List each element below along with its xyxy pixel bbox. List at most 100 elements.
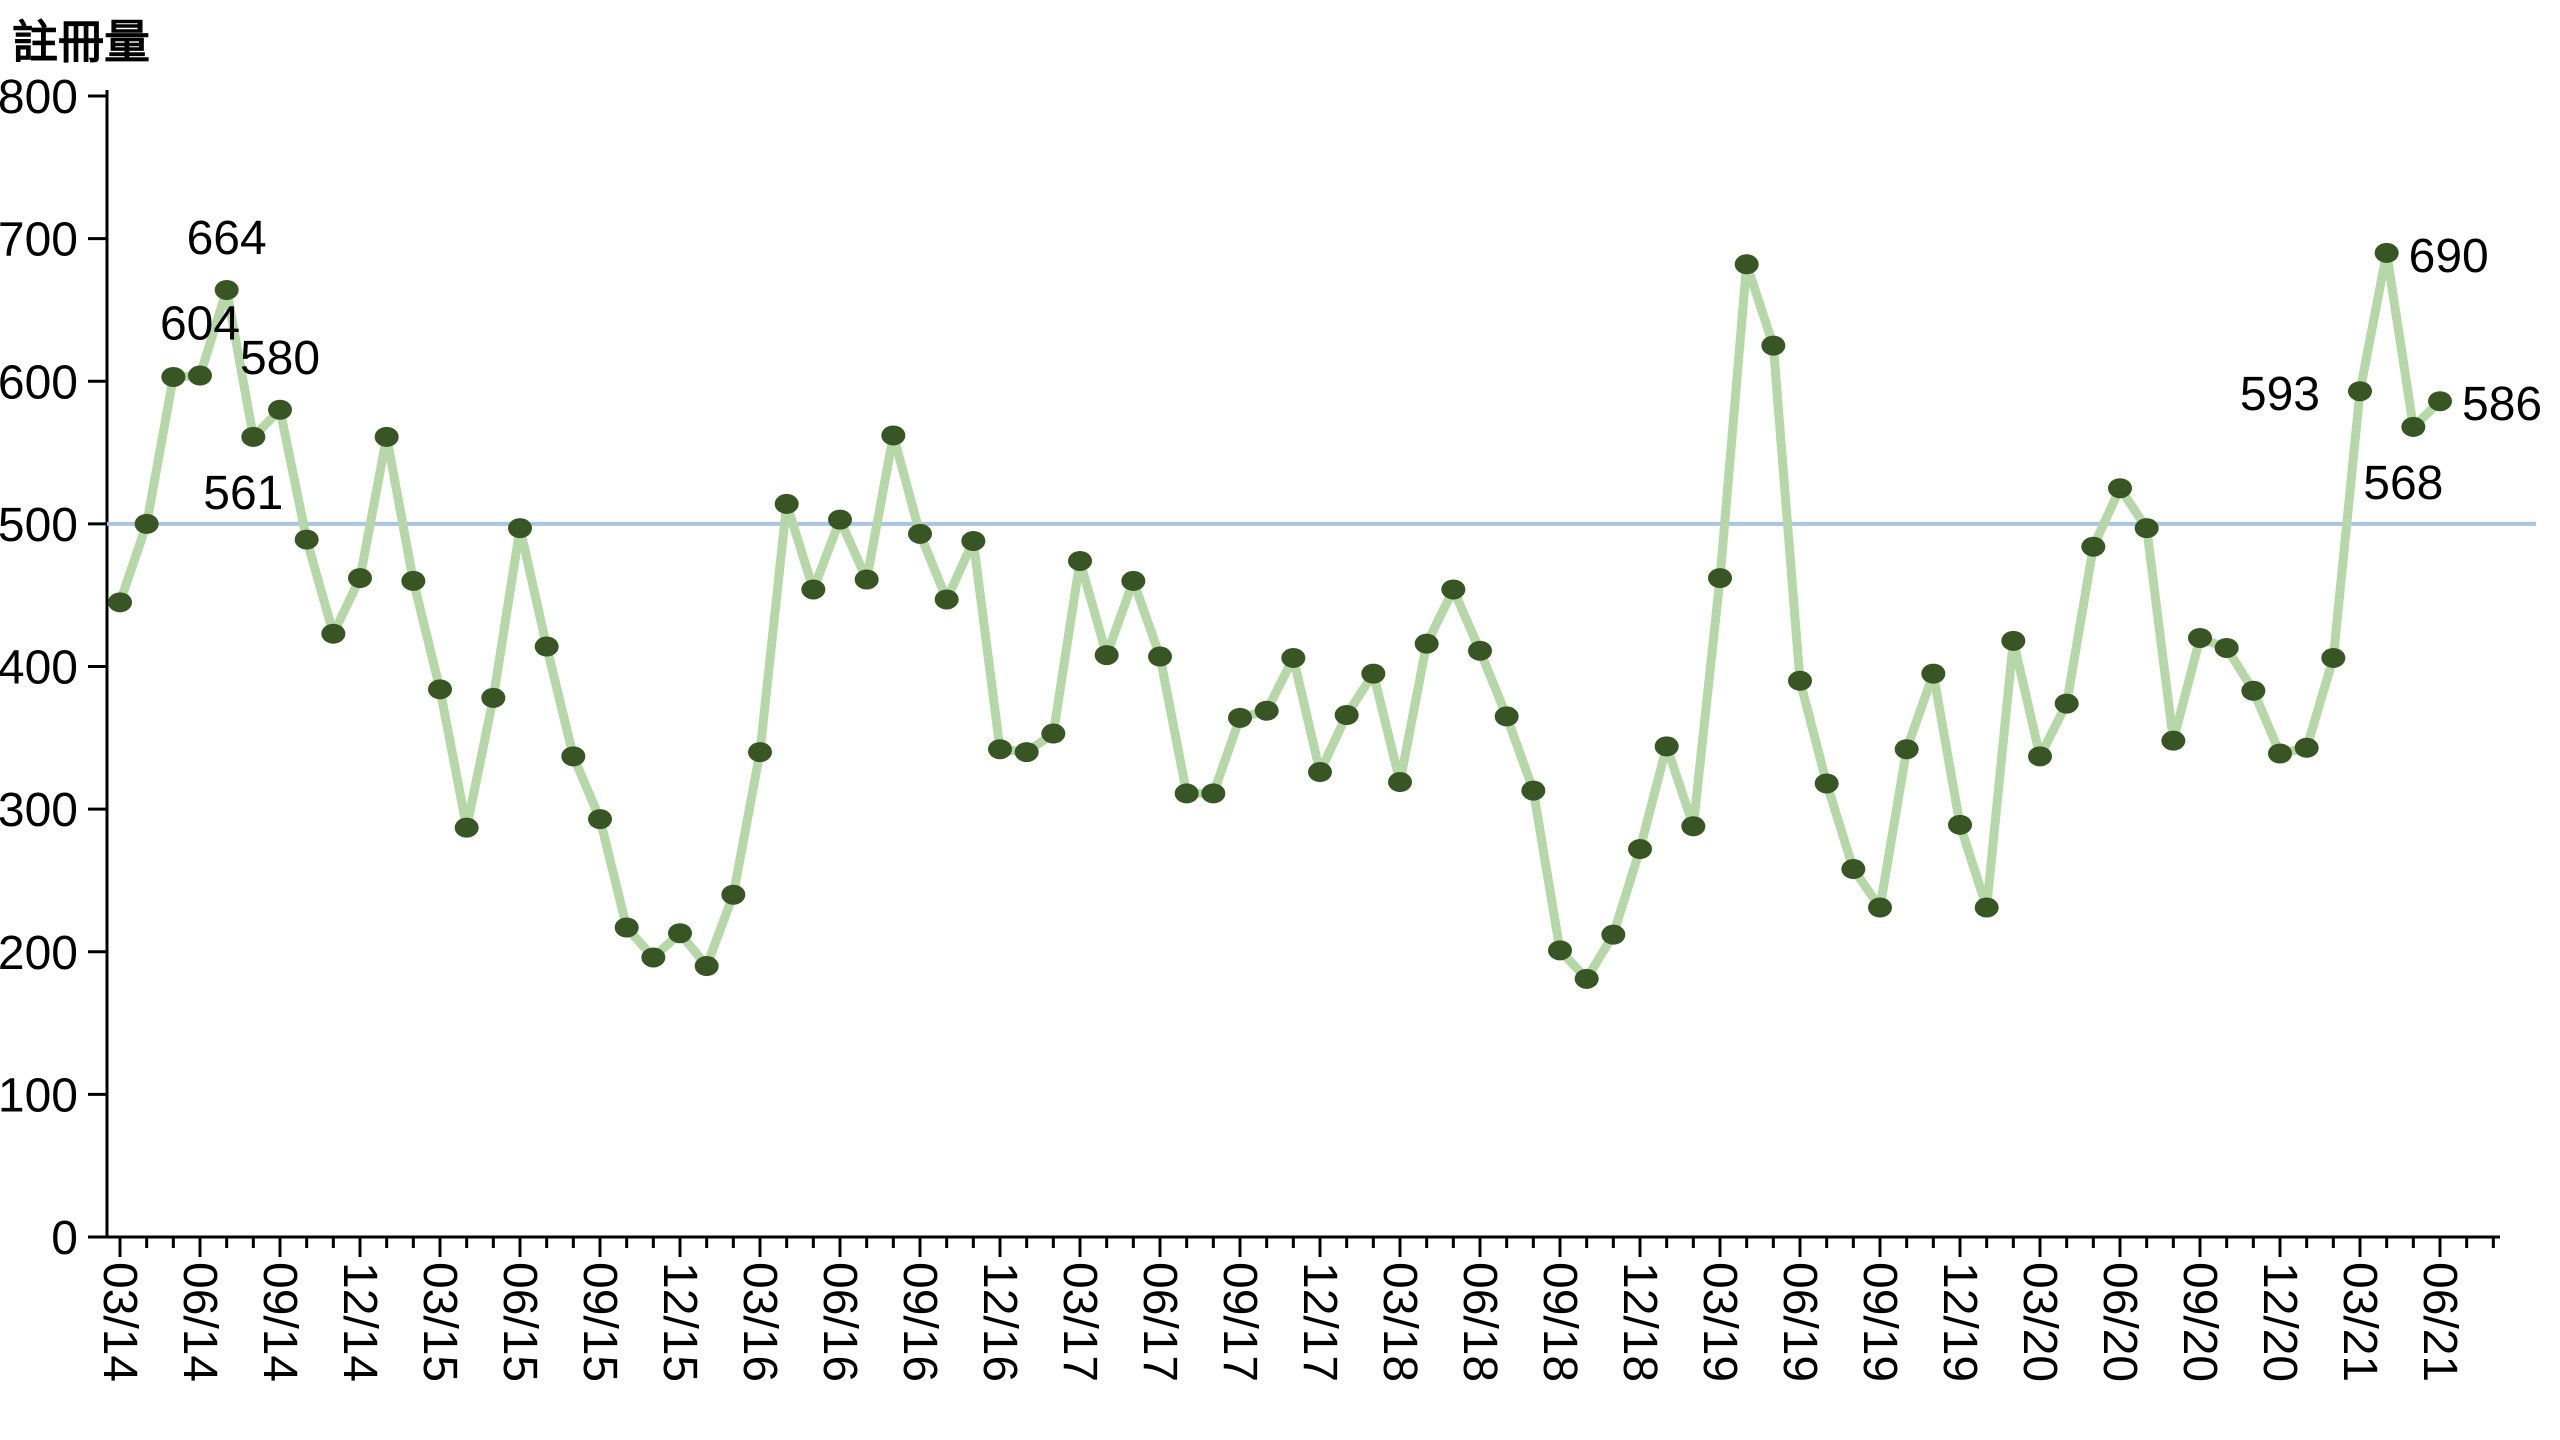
x-tick-label: 03/15 [413, 1262, 466, 1382]
data-point [988, 739, 1013, 760]
data-point [721, 884, 746, 905]
chart-title: 註冊量 [12, 16, 150, 68]
x-tick-label: 06/19 [1773, 1262, 1826, 1382]
y-tick-label: 800 [0, 71, 78, 124]
data-point [1681, 816, 1706, 837]
data-point [374, 426, 399, 447]
data-point [108, 592, 132, 613]
data-point [561, 746, 586, 767]
x-tick-label: 09/16 [893, 1262, 946, 1382]
data-point [908, 523, 933, 544]
x-tick-label: 12/18 [1613, 1262, 1666, 1382]
data-point [2028, 746, 2053, 767]
x-tick-label: 03/17 [1053, 1262, 1106, 1382]
data-point [1441, 579, 1466, 600]
data-point [694, 956, 719, 977]
series-layer [107, 242, 2536, 989]
data-point [1841, 859, 1866, 880]
data-point [1708, 568, 1733, 589]
data-point [2001, 630, 2026, 651]
data-point [588, 809, 613, 830]
data-point [454, 817, 479, 838]
x-tick-label: 09/19 [1853, 1262, 1906, 1382]
data-point [1121, 570, 1146, 591]
data-point [961, 530, 986, 551]
data-point [801, 579, 826, 600]
x-tick-label: 09/17 [1213, 1262, 1266, 1382]
data-point [1974, 897, 1999, 918]
x-tick-label: 06/17 [1133, 1262, 1186, 1382]
x-tick-label: 06/18 [1453, 1262, 1506, 1382]
data-point [241, 426, 266, 447]
data-point [2321, 647, 2346, 668]
x-tick-label: 06/15 [493, 1262, 546, 1382]
data-point [1921, 663, 1946, 684]
data-point [828, 509, 853, 530]
x-tick-label: 06/14 [173, 1262, 226, 1382]
data-point [748, 742, 773, 763]
data-point [161, 366, 186, 387]
data-point [534, 636, 559, 657]
data-point [481, 687, 506, 708]
data-point [614, 917, 639, 938]
data-point [428, 679, 453, 700]
data-point [1548, 940, 1573, 961]
y-tick-label: 0 [51, 1212, 78, 1265]
data-point [2081, 536, 2106, 557]
data-label: 568 [2363, 457, 2443, 510]
data-point [774, 493, 799, 514]
data-point [668, 923, 693, 944]
data-point [321, 623, 346, 644]
x-tick-label: 03/19 [1693, 1262, 1746, 1382]
data-point [1788, 670, 1813, 691]
x-tick-label: 03/14 [93, 1262, 146, 1382]
data-point [294, 529, 319, 550]
data-point [1494, 706, 1519, 727]
data-point [641, 947, 666, 968]
annotation-layer: 604 664 561 580 593 690 568 586 [160, 212, 2542, 520]
data-point [881, 425, 906, 446]
data-point [1734, 254, 1759, 275]
x-tick-label: 12/14 [333, 1262, 386, 1382]
data-point [1761, 335, 1786, 356]
data-point [2428, 391, 2453, 412]
data-point [2294, 737, 2319, 758]
data-point [1414, 633, 1439, 654]
x-tick-label: 03/21 [2333, 1262, 2386, 1382]
x-tick-label: 06/16 [813, 1262, 866, 1382]
x-tick-label: 12/15 [653, 1262, 706, 1382]
data-label: 586 [2462, 378, 2542, 431]
data-point [1468, 640, 1493, 661]
data-point [2401, 416, 2426, 437]
data-label: 593 [2240, 368, 2320, 421]
data-point [2134, 518, 2159, 539]
data-point [1601, 924, 1626, 945]
x-tick-label: 12/19 [1933, 1262, 1986, 1382]
data-point [2108, 478, 2133, 499]
x-tick-label: 12/17 [1293, 1262, 1346, 1382]
data-point [1254, 700, 1279, 721]
data-point [1174, 783, 1199, 804]
data-point [2188, 627, 2213, 648]
x-tick-label: 06/20 [2093, 1262, 2146, 1382]
data-point [1094, 645, 1119, 666]
data-point [2241, 680, 2266, 701]
data-point [1201, 783, 1226, 804]
data-point [1654, 736, 1679, 757]
data-point [1574, 968, 1599, 989]
data-point [1388, 772, 1413, 793]
data-point [2268, 743, 2293, 764]
data-point [1628, 839, 1653, 860]
x-tick-label: 12/16 [973, 1262, 1026, 1382]
y-tick-label: 700 [0, 214, 78, 267]
data-point [1041, 723, 1066, 744]
data-point [1228, 707, 1253, 728]
data-point [1361, 663, 1386, 684]
data-point [1308, 762, 1333, 783]
x-tick-label: 09/20 [2173, 1262, 2226, 1382]
x-tick-label: 06/21 [2413, 1262, 2466, 1382]
data-point [854, 569, 879, 590]
data-point [1948, 814, 1973, 835]
data-point [1334, 704, 1359, 725]
